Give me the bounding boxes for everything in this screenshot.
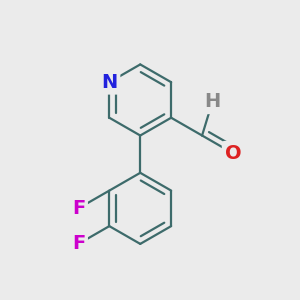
Text: N: N [101,73,118,92]
Text: H: H [204,92,220,111]
Text: F: F [72,199,85,218]
Text: O: O [225,144,241,163]
Text: F: F [72,234,85,254]
